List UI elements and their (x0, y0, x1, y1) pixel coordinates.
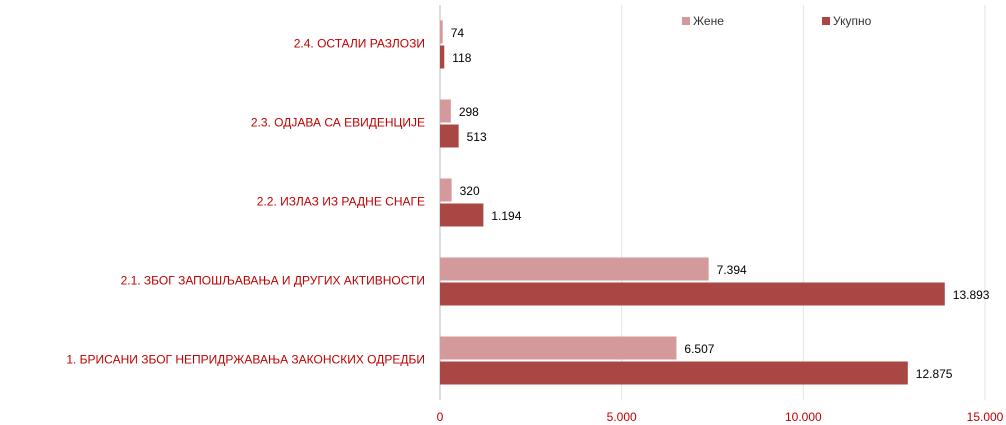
bar (440, 124, 459, 148)
category-label: 2.2. ИЗЛАЗ ИЗ РАДНЕ СНАГЕ (257, 195, 425, 209)
category-label: 1. БРИСАНИ ЗБОГ НЕПРИДРЖАВАЊА ЗАКОНСКИХ … (66, 353, 425, 367)
value-label: 13.893 (953, 288, 990, 302)
bar (440, 336, 677, 360)
bar (440, 178, 452, 202)
value-label: 298 (459, 105, 479, 119)
bar (440, 20, 443, 44)
x-tick-label: 0 (437, 410, 444, 424)
bar (440, 361, 908, 385)
bar (440, 282, 945, 306)
value-label: 7.394 (717, 263, 747, 277)
legend-label: Укупно (833, 14, 872, 28)
category-label: 2.3. ОДЈАВА СА ЕВИДЕНЦИЈЕ (251, 116, 425, 130)
x-tick-label: 15.000 (967, 410, 1004, 424)
bar (440, 203, 484, 227)
x-tick-label: 10.000 (785, 410, 822, 424)
value-label: 6.507 (684, 342, 714, 356)
legend-label: Жене (693, 14, 724, 28)
bar (440, 45, 445, 69)
value-label: 12.875 (916, 367, 953, 381)
value-label: 513 (467, 130, 487, 144)
bar (440, 99, 451, 123)
category-label: 2.4. ОСТАЛИ РАЗЛОЗИ (294, 37, 425, 51)
bar (440, 257, 709, 281)
value-label: 74 (451, 26, 465, 40)
x-tick-label: 5.000 (607, 410, 637, 424)
category-label: 2.1. ЗБОГ ЗАПОШЉАВАЊА И ДРУГИХ АКТИВНОСТ… (121, 274, 425, 288)
legend-swatch (822, 17, 830, 25)
legend-swatch (682, 17, 690, 25)
value-label: 118 (452, 51, 471, 65)
value-label: 320 (460, 184, 480, 198)
value-label: 1.194 (491, 209, 521, 223)
